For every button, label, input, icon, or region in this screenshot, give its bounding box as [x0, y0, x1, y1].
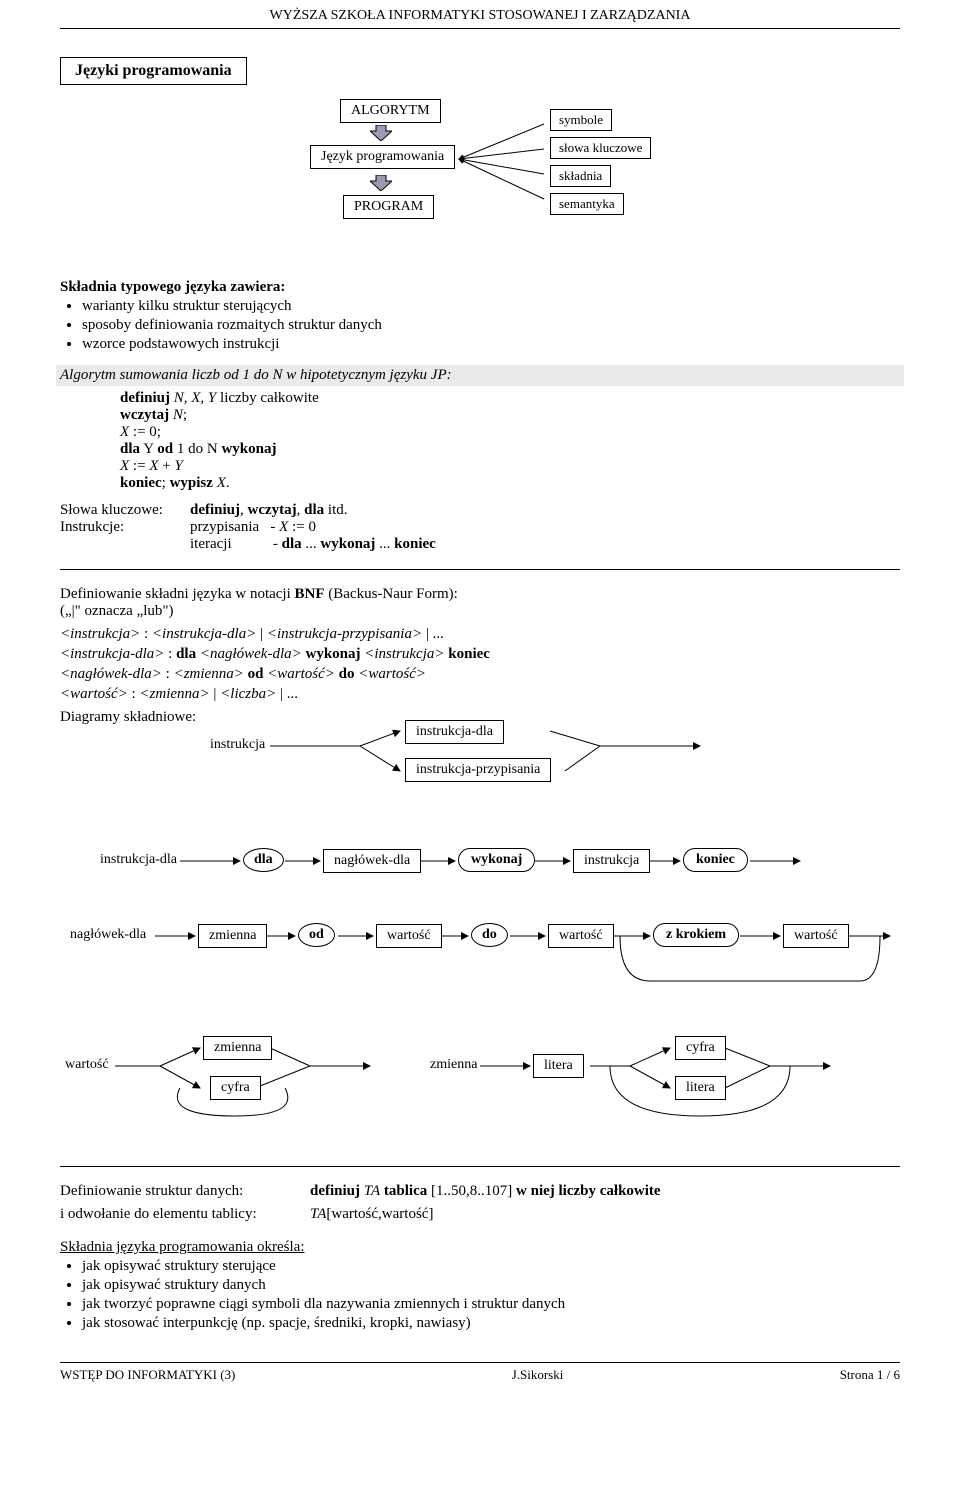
terminal-koniec: koniec [683, 848, 748, 872]
diag-box-wartosc3: wartość [783, 924, 849, 948]
list-item: jak opisywać struktury sterujące [82, 1258, 900, 1275]
diag-box-wartosc2: wartość [548, 924, 614, 948]
box-algorytm: ALGORYTM [340, 99, 441, 123]
diag-box-alt1: instrukcja-dla [405, 720, 504, 744]
diag-box-instrukcja: instrukcja [573, 849, 650, 873]
defstruct-value: definiuj TA tablica [1..50,8..107] w nie… [310, 1183, 661, 1200]
okresla-list: jak opisywać struktury sterujące jak opi… [60, 1258, 900, 1332]
diag-entry: instrukcja [210, 737, 265, 753]
diag-box-zmienna: zmienna [203, 1036, 272, 1060]
bnf-note: („|" oznacza „lub") [60, 603, 900, 620]
box-program: PROGRAM [343, 195, 434, 219]
list-item: jak stosować interpunkcję (np. spacje, ś… [82, 1315, 900, 1332]
arrow-down-2 [370, 175, 392, 191]
code-line: koniec; wypisz X. [120, 475, 900, 492]
bnf-rules: <instrukcja> : <instrukcja-dla> | <instr… [60, 626, 900, 703]
keywords-block: Słowa kluczowe: definiuj, wczytaj, dla i… [60, 502, 900, 553]
diag-entry: nagłówek-dla [70, 927, 146, 943]
kv-value: iteracji - dla ... wykonaj ... koniec [190, 536, 436, 553]
list-item: warianty kilku struktur sterujących [82, 298, 900, 315]
kv-value: przypisania - X := 0 [190, 519, 316, 536]
diag-box-zmienna: zmienna [198, 924, 267, 948]
diag-box-naglowek: nagłówek-dla [323, 849, 421, 873]
label-symbole: symbole [550, 109, 612, 131]
syntax-diagram-naglowek-dla: nagłówek-dla zmienna od wartość do warto… [60, 916, 900, 1006]
diag-box-wartosc1: wartość [376, 924, 442, 948]
page-title: Języki programowania [60, 57, 247, 85]
bnf-heading: Definiowanie składni języka w notacji BN… [60, 586, 900, 603]
diag-entry: instrukcja-dla [100, 852, 177, 868]
kv-value: definiuj, wczytaj, dla itd. [190, 502, 348, 519]
okresla-heading: Składnia języka programowania określa: [60, 1239, 900, 1256]
footer-left: WSTĘP DO INFORMATYKI (3) [60, 1367, 235, 1383]
page-footer: WSTĘP DO INFORMATYKI (3) J.Sikorski Stro… [60, 1362, 900, 1383]
bnf-rule: <nagłówek-dla> : <zmienna> od <wartość> … [60, 666, 900, 683]
code-line: X := 0; [120, 424, 900, 441]
label-skladnia: składnia [550, 165, 611, 187]
footer-center: J.Sikorski [512, 1367, 564, 1383]
algorithm-flow-diagram: ALGORYTM Język programowania PROGRAM sym… [60, 99, 900, 259]
diag-box-cyfra: cyfra [210, 1076, 261, 1100]
skladnia-list: warianty kilku struktur sterujących spos… [60, 298, 900, 353]
diag-entry: wartość [65, 1057, 109, 1073]
page-header: WYŻSZA SZKOŁA INFORMATYKI STOSOWANEJ I Z… [60, 0, 900, 29]
label-slowa: słowa kluczowe [550, 137, 651, 159]
defstruct-label: Definiowanie struktur danych: [60, 1183, 310, 1200]
algo-title: Algorytm sumowania liczb od 1 do N w hip… [56, 365, 904, 386]
algo-code: definiuj N, X, Y liczby całkowite wczyta… [120, 390, 900, 492]
fan-lines [454, 119, 564, 229]
label-semantyka: semantyka [550, 193, 624, 215]
odw-value: TA[wartość,wartość] [310, 1206, 433, 1223]
syntax-diagram-instrukcja-dla: instrukcja-dla dla nagłówek-dla wykonaj … [60, 836, 900, 886]
list-item: sposoby definiowania rozmaitych struktur… [82, 317, 900, 334]
box-jezyk: Język programowania [310, 145, 455, 169]
code-line: wczytaj N; [120, 407, 900, 424]
terminal-dla: dla [243, 848, 284, 872]
terminal-wykonaj: wykonaj [458, 848, 535, 872]
arrow-down-1 [370, 125, 392, 141]
code-line: definiuj N, X, Y liczby całkowite [120, 390, 900, 407]
diag-box-litera: litera [533, 1054, 584, 1078]
diag-box-alt2: instrukcja-przypisania [405, 758, 551, 782]
bnf-rule: <instrukcja-dla> : dla <nagłówek-dla> wy… [60, 646, 900, 663]
bnf-rule: <instrukcja> : <instrukcja-dla> | <instr… [60, 626, 900, 643]
odw-label: i odwołanie do elementu tablicy: [60, 1206, 310, 1223]
code-line: dla Y od 1 do N wykonaj [120, 441, 900, 458]
syntax-diagram-wartosc: wartość zmienna cyfra zmienna litera cyf… [60, 1036, 900, 1136]
list-item: wzorce podstawowych instrukcji [82, 336, 900, 353]
kv-label: Słowa kluczowe: [60, 502, 190, 519]
terminal-od: od [298, 923, 335, 947]
bnf-rule: <wartość> : <zmienna> | <liczba> | ... [60, 686, 900, 703]
diag-entry-zmienna: zmienna [430, 1057, 477, 1073]
list-item: jak tworzyć poprawne ciągi symboli dla n… [82, 1296, 900, 1313]
syntax-diagram-instrukcja: instrukcja instrukcja-dla instrukcja-prz… [60, 726, 900, 806]
diag-box-cyfra2: cyfra [675, 1036, 726, 1060]
kv-label: Instrukcje: [60, 519, 190, 536]
code-line: X := X + Y [120, 458, 900, 475]
diag-box-litera2: litera [675, 1076, 726, 1100]
terminal-zkrokiem: z krokiem [653, 923, 739, 947]
terminal-do: do [471, 923, 508, 947]
list-item: jak opisywać struktury danych [82, 1277, 900, 1294]
skladnia-heading: Składnia typowego języka zawiera: [60, 279, 900, 296]
footer-right: Strona 1 / 6 [840, 1367, 900, 1383]
